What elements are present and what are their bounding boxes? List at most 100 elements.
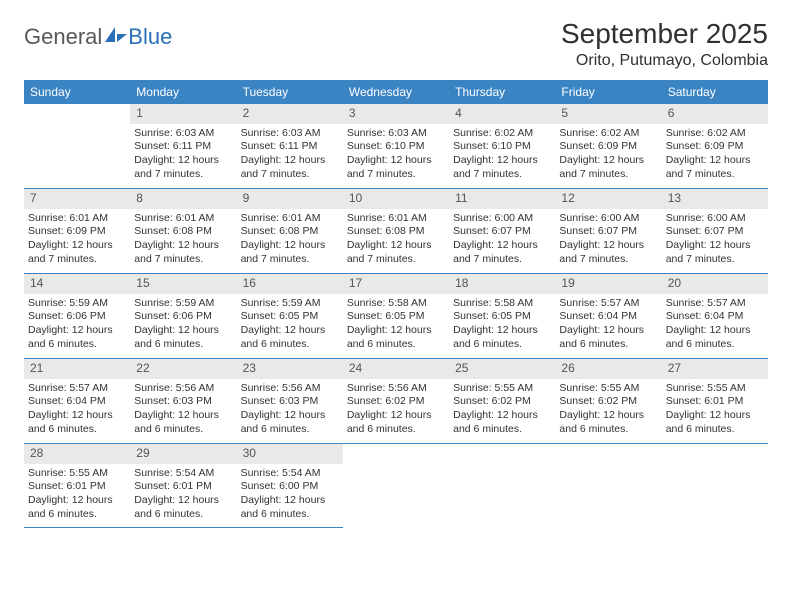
day-number: 17 [343, 274, 449, 294]
day-number: 12 [555, 189, 661, 209]
day-body: Sunrise: 5:55 AMSunset: 6:02 PMDaylight:… [449, 379, 555, 441]
day-number: 28 [24, 444, 130, 464]
sun-info-line: Sunrise: 6:03 AM [134, 127, 232, 141]
day-cell: 11Sunrise: 6:00 AMSunset: 6:07 PMDayligh… [449, 189, 555, 273]
weekday-header: Friday [555, 80, 661, 104]
sun-info-line: Sunset: 6:05 PM [347, 310, 445, 324]
day-body: Sunrise: 6:00 AMSunset: 6:07 PMDaylight:… [555, 209, 661, 271]
sun-info-line: Sunset: 6:08 PM [134, 225, 232, 239]
day-cell: 13Sunrise: 6:00 AMSunset: 6:07 PMDayligh… [662, 189, 768, 273]
sun-info-line: and 7 minutes. [666, 168, 764, 182]
sun-info-line: Sunset: 6:04 PM [28, 395, 126, 409]
day-body: Sunrise: 6:01 AMSunset: 6:08 PMDaylight:… [237, 209, 343, 271]
sun-info-line: and 7 minutes. [347, 168, 445, 182]
sun-info-line: Sunset: 6:06 PM [28, 310, 126, 324]
day-body: Sunrise: 6:01 AMSunset: 6:08 PMDaylight:… [130, 209, 236, 271]
sun-info-line: Daylight: 12 hours [241, 324, 339, 338]
sun-info-line: and 7 minutes. [134, 168, 232, 182]
sun-info-line: and 7 minutes. [453, 168, 551, 182]
day-number: 13 [662, 189, 768, 209]
sun-info-line: Daylight: 12 hours [28, 494, 126, 508]
weekday-header: Saturday [662, 80, 768, 104]
day-cell: 9Sunrise: 6:01 AMSunset: 6:08 PMDaylight… [237, 189, 343, 273]
sun-info-line: Sunset: 6:02 PM [453, 395, 551, 409]
sun-info-line: and 6 minutes. [666, 423, 764, 437]
day-cell: 30Sunrise: 5:54 AMSunset: 6:00 PMDayligh… [237, 444, 343, 528]
sun-info-line: Daylight: 12 hours [666, 154, 764, 168]
sun-info-line: and 7 minutes. [559, 168, 657, 182]
day-number [662, 444, 768, 464]
day-number: 14 [24, 274, 130, 294]
sun-info-line: Sunrise: 5:59 AM [28, 297, 126, 311]
sun-info-line: Daylight: 12 hours [134, 154, 232, 168]
sun-info-line: Daylight: 12 hours [241, 494, 339, 508]
sun-info-line: Sunrise: 5:56 AM [241, 382, 339, 396]
sun-info-line: Daylight: 12 hours [28, 324, 126, 338]
logo: General Blue [24, 24, 172, 50]
day-cell: 7Sunrise: 6:01 AMSunset: 6:09 PMDaylight… [24, 189, 130, 273]
sun-info-line: Sunrise: 5:57 AM [666, 297, 764, 311]
day-number: 30 [237, 444, 343, 464]
day-body: Sunrise: 5:56 AMSunset: 6:02 PMDaylight:… [343, 379, 449, 441]
sun-info-line: and 6 minutes. [559, 423, 657, 437]
sun-info-line: Sunrise: 6:00 AM [666, 212, 764, 226]
sun-info-line: and 6 minutes. [666, 338, 764, 352]
sun-info-line: Sunset: 6:03 PM [241, 395, 339, 409]
sun-info-line: Daylight: 12 hours [559, 154, 657, 168]
day-body: Sunrise: 6:03 AMSunset: 6:11 PMDaylight:… [237, 124, 343, 186]
sun-info-line: Sunrise: 5:58 AM [347, 297, 445, 311]
day-number: 2 [237, 104, 343, 124]
weekday-header: Sunday [24, 80, 130, 104]
sun-info-line: Sunset: 6:00 PM [241, 480, 339, 494]
day-number: 8 [130, 189, 236, 209]
day-number: 19 [555, 274, 661, 294]
day-body [555, 464, 661, 471]
sun-info-line: Sunrise: 6:02 AM [666, 127, 764, 141]
day-number: 6 [662, 104, 768, 124]
sun-info-line: and 7 minutes. [28, 253, 126, 267]
sun-info-line: Sunset: 6:10 PM [453, 140, 551, 154]
day-cell: 16Sunrise: 5:59 AMSunset: 6:05 PMDayligh… [237, 274, 343, 358]
sun-info-line: Sunrise: 5:58 AM [453, 297, 551, 311]
day-cell: 10Sunrise: 6:01 AMSunset: 6:08 PMDayligh… [343, 189, 449, 273]
sun-info-line: Sunset: 6:01 PM [28, 480, 126, 494]
month-title: September 2025 [561, 18, 768, 50]
day-body: Sunrise: 6:01 AMSunset: 6:08 PMDaylight:… [343, 209, 449, 271]
sun-info-line: Sunrise: 6:01 AM [347, 212, 445, 226]
sun-info-line: Daylight: 12 hours [453, 324, 551, 338]
sun-info-line: and 7 minutes. [347, 253, 445, 267]
day-cell: 5Sunrise: 6:02 AMSunset: 6:09 PMDaylight… [555, 104, 661, 188]
sun-info-line: and 6 minutes. [453, 338, 551, 352]
sun-info-line: Daylight: 12 hours [241, 154, 339, 168]
logo-word-general: General [24, 24, 102, 50]
weeks-container: 1Sunrise: 6:03 AMSunset: 6:11 PMDaylight… [24, 104, 768, 528]
sun-info-line: Sunset: 6:02 PM [347, 395, 445, 409]
sun-info-line: Sunset: 6:05 PM [241, 310, 339, 324]
sun-info-line: Sunrise: 5:59 AM [134, 297, 232, 311]
sun-info-line: and 6 minutes. [241, 338, 339, 352]
sun-info-line: and 7 minutes. [134, 253, 232, 267]
day-number [343, 444, 449, 464]
day-cell: 24Sunrise: 5:56 AMSunset: 6:02 PMDayligh… [343, 359, 449, 443]
sun-info-line: Daylight: 12 hours [666, 409, 764, 423]
week-row: 7Sunrise: 6:01 AMSunset: 6:09 PMDaylight… [24, 189, 768, 274]
sun-info-line: Sunset: 6:04 PM [559, 310, 657, 324]
day-body: Sunrise: 5:59 AMSunset: 6:06 PMDaylight:… [24, 294, 130, 356]
sun-info-line: Sunrise: 6:03 AM [241, 127, 339, 141]
sun-info-line: Daylight: 12 hours [559, 324, 657, 338]
day-body: Sunrise: 5:59 AMSunset: 6:05 PMDaylight:… [237, 294, 343, 356]
day-body: Sunrise: 5:58 AMSunset: 6:05 PMDaylight:… [449, 294, 555, 356]
sun-info-line: Daylight: 12 hours [453, 409, 551, 423]
sun-info-line: and 6 minutes. [134, 423, 232, 437]
sun-info-line: Daylight: 12 hours [134, 324, 232, 338]
sun-info-line: Sunrise: 5:57 AM [28, 382, 126, 396]
sun-info-line: Daylight: 12 hours [347, 154, 445, 168]
day-number: 4 [449, 104, 555, 124]
day-body: Sunrise: 6:00 AMSunset: 6:07 PMDaylight:… [449, 209, 555, 271]
sun-info-line: Sunrise: 6:00 AM [559, 212, 657, 226]
sun-info-line: Sunrise: 6:01 AM [28, 212, 126, 226]
day-body [449, 464, 555, 471]
day-number: 11 [449, 189, 555, 209]
calendar-grid: SundayMondayTuesdayWednesdayThursdayFrid… [24, 80, 768, 528]
header: General Blue September 2025 Orito, Putum… [24, 18, 768, 70]
